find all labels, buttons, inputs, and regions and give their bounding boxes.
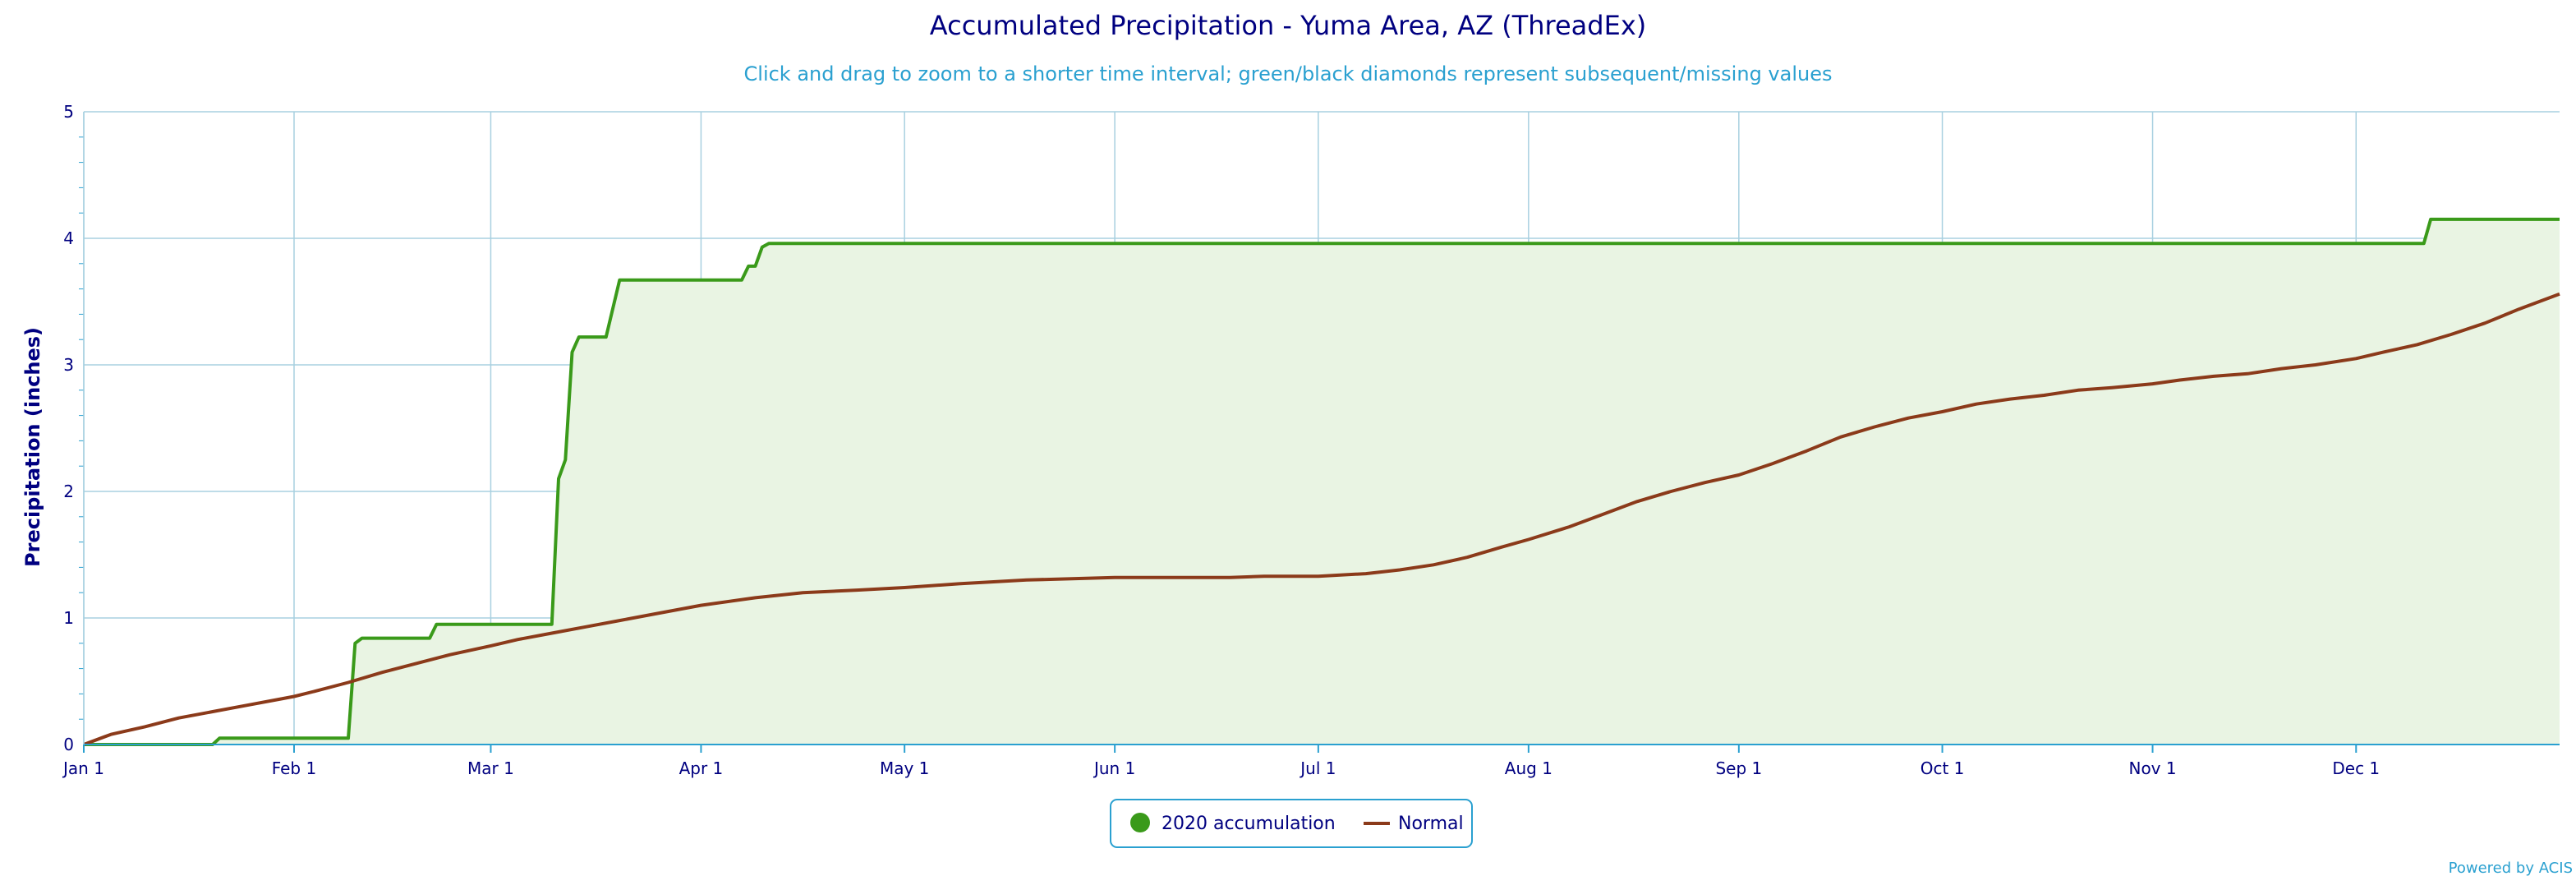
x-tick-label: Dec 1 [2332,758,2380,778]
credits-link[interactable]: Powered by ACIS [2449,860,2573,876]
series-area [83,217,2560,746]
x-tick-label: Aug 1 [1505,758,1552,778]
legend-label-normal[interactable]: Normal [1398,814,1464,834]
legend[interactable]: 2020 accumulation Normal [1110,799,1473,848]
x-tick-label: Jun 1 [1092,758,1135,778]
series-2020-area-fill [84,219,2560,745]
y-tick-label: 3 [63,355,74,375]
legend-label-2020[interactable]: 2020 accumulation [1162,814,1336,834]
legend-box [1110,799,1473,848]
legend-marker-2020[interactable] [1130,813,1150,832]
x-tick-label: Apr 1 [679,758,724,778]
x-tick-label: Mar 1 [467,758,514,778]
chart-title: Accumulated Precipitation - Yuma Area, A… [930,10,1646,41]
x-tick-label: Jul 1 [1299,758,1336,778]
y-tick-label: 2 [63,482,74,501]
y-tick-label: 5 [63,102,74,122]
axes: 0 1 2 3 4 5 Jan 1 Feb 1 Mar 1 Apr 1 May 1 Jun 1 Jul … [62,102,2560,778]
y-tick-label: 1 [63,608,74,628]
x-tick-label: Oct 1 [1920,758,1965,778]
y-tick-label: 4 [63,228,74,248]
y-tick-label: 0 [63,735,74,754]
x-tick-label: Feb 1 [272,758,317,778]
series-normal-line[interactable] [83,292,2560,746]
x-tick-label: Nov 1 [2128,758,2176,778]
series-2020-line[interactable] [84,217,2560,746]
chart-subtitle: Click and drag to zoom to a shorter time… [744,62,1833,85]
y-axis-label: Precipitation (inches) [21,327,44,567]
x-tick-label: May 1 [880,758,929,778]
x-tick-label: Jan 1 [62,758,104,778]
x-tick-label: Sep 1 [1715,758,1762,778]
